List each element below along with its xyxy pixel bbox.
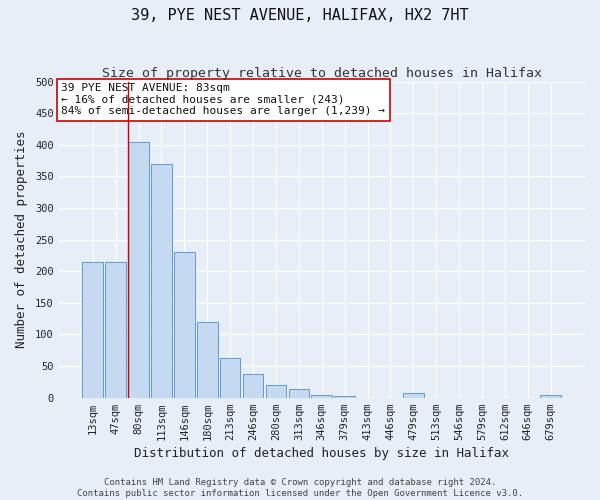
Bar (243, 374, 263, 398)
Bar (311, 394, 332, 398)
Title: Size of property relative to detached houses in Halifax: Size of property relative to detached ho… (102, 68, 542, 80)
Bar (174, 252, 194, 398)
Bar (82, 262, 103, 398)
Y-axis label: Number of detached properties: Number of detached properties (15, 131, 28, 348)
Bar (106, 262, 126, 398)
Bar (403, 394, 424, 398)
Bar (334, 396, 355, 398)
Bar (220, 358, 241, 398)
Text: Contains HM Land Registry data © Crown copyright and database right 2024.
Contai: Contains HM Land Registry data © Crown c… (77, 478, 523, 498)
Bar (151, 164, 172, 398)
Text: 39, PYE NEST AVENUE, HALIFAX, HX2 7HT: 39, PYE NEST AVENUE, HALIFAX, HX2 7HT (131, 8, 469, 22)
Text: 39 PYE NEST AVENUE: 83sqm
← 16% of detached houses are smaller (243)
84% of semi: 39 PYE NEST AVENUE: 83sqm ← 16% of detac… (61, 83, 385, 116)
Bar (266, 385, 286, 398)
Bar (289, 389, 309, 398)
Bar (197, 322, 218, 398)
X-axis label: Distribution of detached houses by size in Halifax: Distribution of detached houses by size … (134, 447, 509, 460)
Bar (541, 395, 561, 398)
Bar (128, 142, 149, 398)
